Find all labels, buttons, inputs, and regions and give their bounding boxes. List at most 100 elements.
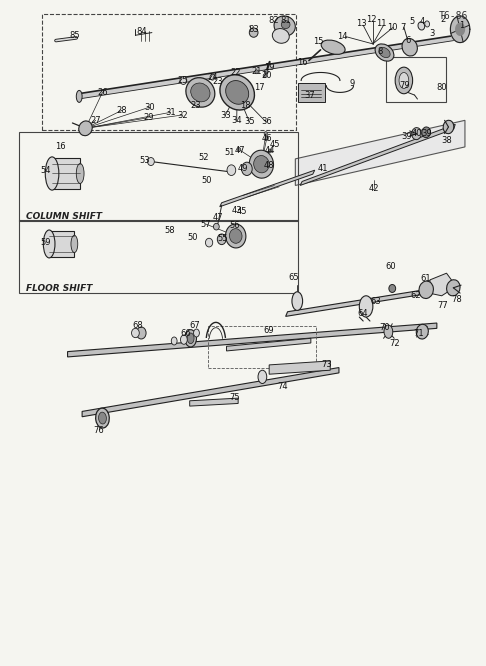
Polygon shape [226,338,311,351]
Ellipse shape [292,292,303,310]
Text: 8: 8 [377,47,382,56]
Ellipse shape [268,149,272,153]
Ellipse shape [226,81,249,105]
Text: 7: 7 [400,23,406,32]
Ellipse shape [76,164,84,183]
Text: 2: 2 [440,15,445,24]
Ellipse shape [213,223,219,230]
Text: 31: 31 [165,108,175,117]
Text: 44: 44 [265,147,276,155]
Text: 72: 72 [389,339,400,348]
Text: 77: 77 [438,300,449,310]
Polygon shape [190,398,238,406]
Ellipse shape [220,75,255,110]
Text: 40: 40 [411,129,422,138]
Text: 59: 59 [40,238,51,247]
Ellipse shape [254,156,269,173]
Text: 51: 51 [224,148,235,157]
Ellipse shape [71,235,78,252]
Text: 6: 6 [405,36,411,45]
Text: FLOOR SHIFT: FLOOR SHIFT [26,284,92,293]
Ellipse shape [412,128,421,140]
Bar [298,83,325,102]
Ellipse shape [249,28,258,37]
Text: 5: 5 [409,17,414,27]
Text: 45: 45 [237,207,247,216]
Text: 66: 66 [180,328,191,338]
Text: 22: 22 [230,68,241,77]
Text: 81: 81 [280,16,291,25]
Text: 1: 1 [459,21,465,30]
Ellipse shape [417,324,428,339]
Polygon shape [451,16,470,43]
Text: 58: 58 [164,226,174,235]
Ellipse shape [264,132,267,136]
Text: 69: 69 [263,326,274,335]
Ellipse shape [263,74,266,78]
Ellipse shape [379,47,390,57]
Text: 65: 65 [288,273,299,282]
Ellipse shape [443,121,454,134]
Text: 54: 54 [40,166,51,175]
Text: 68: 68 [132,321,143,330]
Ellipse shape [99,412,106,424]
Text: 39: 39 [401,133,412,141]
Text: 84: 84 [136,27,147,37]
Text: COLUMN SHIFT: COLUMN SHIFT [26,212,102,220]
Ellipse shape [447,280,460,296]
Text: 43: 43 [232,206,243,215]
Text: 23: 23 [212,77,223,87]
Ellipse shape [137,327,146,339]
Ellipse shape [76,91,82,103]
Text: 73: 73 [321,360,332,369]
Text: 55: 55 [217,234,228,243]
Text: 4: 4 [420,17,425,27]
Polygon shape [220,170,315,206]
Ellipse shape [425,21,430,27]
Ellipse shape [255,70,258,74]
Text: 47: 47 [212,213,223,222]
Ellipse shape [249,151,274,178]
Text: 3: 3 [429,29,434,39]
Ellipse shape [264,69,268,74]
Ellipse shape [389,284,396,292]
Text: 60: 60 [385,262,396,271]
Text: 26: 26 [97,88,108,97]
Ellipse shape [187,333,194,344]
Ellipse shape [384,325,393,338]
Text: 80: 80 [436,83,447,92]
Ellipse shape [281,21,290,29]
Ellipse shape [402,39,417,56]
Bar [52,158,80,189]
Text: 33: 33 [221,111,231,119]
Text: 71: 71 [413,329,424,338]
Text: 52: 52 [198,153,208,162]
Text: 11: 11 [376,19,387,29]
Text: 64: 64 [358,308,368,318]
Text: 16: 16 [55,143,66,151]
Ellipse shape [171,337,177,345]
Ellipse shape [210,74,215,80]
Text: 34: 34 [231,116,242,125]
Text: 23: 23 [190,101,201,110]
Text: 30: 30 [145,103,155,111]
Ellipse shape [272,29,289,43]
Ellipse shape [419,281,434,298]
Text: 63: 63 [370,297,381,306]
Text: 57: 57 [200,220,211,228]
Ellipse shape [226,224,246,248]
Polygon shape [78,35,456,99]
Text: 10: 10 [387,23,398,32]
Text: 9: 9 [350,79,355,88]
Text: 35: 35 [244,117,255,126]
Text: 32: 32 [177,111,188,119]
Ellipse shape [180,335,187,344]
Text: 27: 27 [90,116,101,125]
Text: 45: 45 [270,140,280,149]
Ellipse shape [258,370,267,384]
Ellipse shape [375,44,394,61]
Text: 24: 24 [208,73,218,82]
Bar [49,230,74,257]
Ellipse shape [359,296,373,317]
Text: 61: 61 [420,274,431,283]
